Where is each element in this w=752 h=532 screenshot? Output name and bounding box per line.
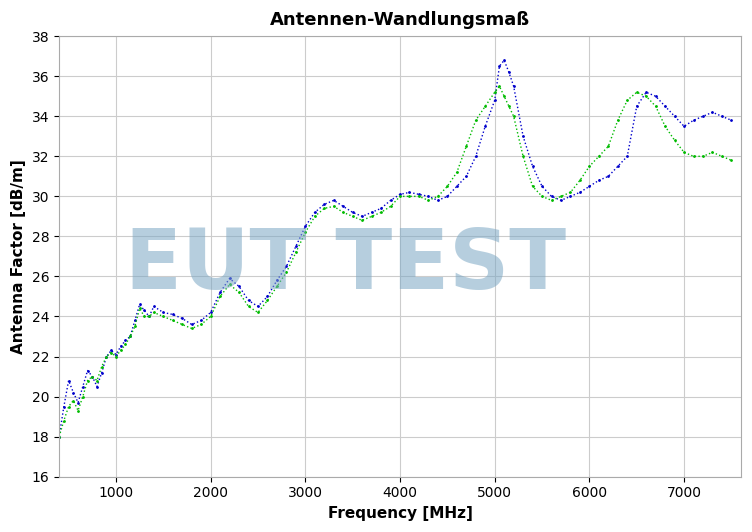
Title: Antennen-Wandlungsmaß: Antennen-Wandlungsmaß <box>270 11 530 29</box>
X-axis label: Frequency [MHz]: Frequency [MHz] <box>328 506 472 521</box>
Text: EUT TEST: EUT TEST <box>125 225 566 306</box>
Y-axis label: Antenna Factor [dB/m]: Antenna Factor [dB/m] <box>11 159 26 354</box>
